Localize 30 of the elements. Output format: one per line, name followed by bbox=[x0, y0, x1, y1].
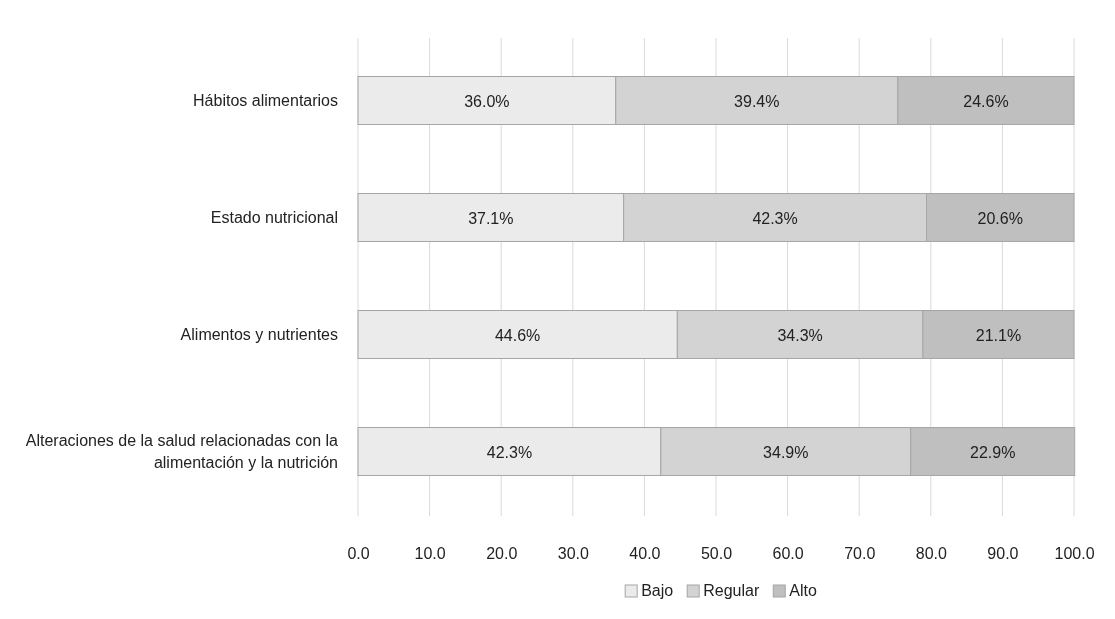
x-tick-label: 20.0 bbox=[486, 545, 518, 563]
data-label: 36.0% bbox=[464, 92, 510, 110]
legend-label: Alto bbox=[789, 582, 817, 599]
x-tick-label: 0.0 bbox=[347, 545, 370, 563]
data-label: 39.4% bbox=[734, 92, 780, 110]
legend-label: Regular bbox=[703, 582, 760, 599]
x-tick-label: 60.0 bbox=[772, 545, 804, 563]
data-label: 42.3% bbox=[752, 209, 798, 227]
data-label: 34.9% bbox=[763, 443, 809, 461]
y-tick-label: Alimentos y nutrientes bbox=[180, 325, 338, 343]
data-label: 21.1% bbox=[975, 326, 1022, 344]
x-tick-label: 70.0 bbox=[844, 545, 876, 563]
legend-label: Bajo bbox=[641, 582, 674, 599]
data-label: 20.6% bbox=[977, 209, 1023, 227]
x-tick-label: 50.0 bbox=[700, 545, 733, 563]
y-tick-label: Estado nutricional bbox=[210, 208, 338, 226]
y-tick-label: Alteraciones de la salud relacionadas con la alimentación y la nutrición bbox=[25, 431, 339, 471]
x-tick-label: 80.0 bbox=[915, 545, 947, 563]
data-label: 44.6% bbox=[494, 326, 541, 344]
data-label: 37.1% bbox=[468, 209, 514, 227]
x-tick-label: 90.0 bbox=[987, 545, 1019, 563]
x-tick-label: 40.0 bbox=[629, 545, 661, 563]
x-tick-label: 30.0 bbox=[557, 545, 589, 563]
data-label: 22.9% bbox=[970, 443, 1016, 461]
data-label: 34.3% bbox=[777, 326, 823, 344]
y-tick-label: Hábitos alimentarios bbox=[193, 91, 338, 109]
data-label: 42.3% bbox=[486, 443, 533, 461]
x-tick-label: 100.0 bbox=[1054, 545, 1095, 563]
x-tick-label: 10.0 bbox=[414, 545, 446, 563]
data-label: 24.6% bbox=[963, 92, 1009, 110]
